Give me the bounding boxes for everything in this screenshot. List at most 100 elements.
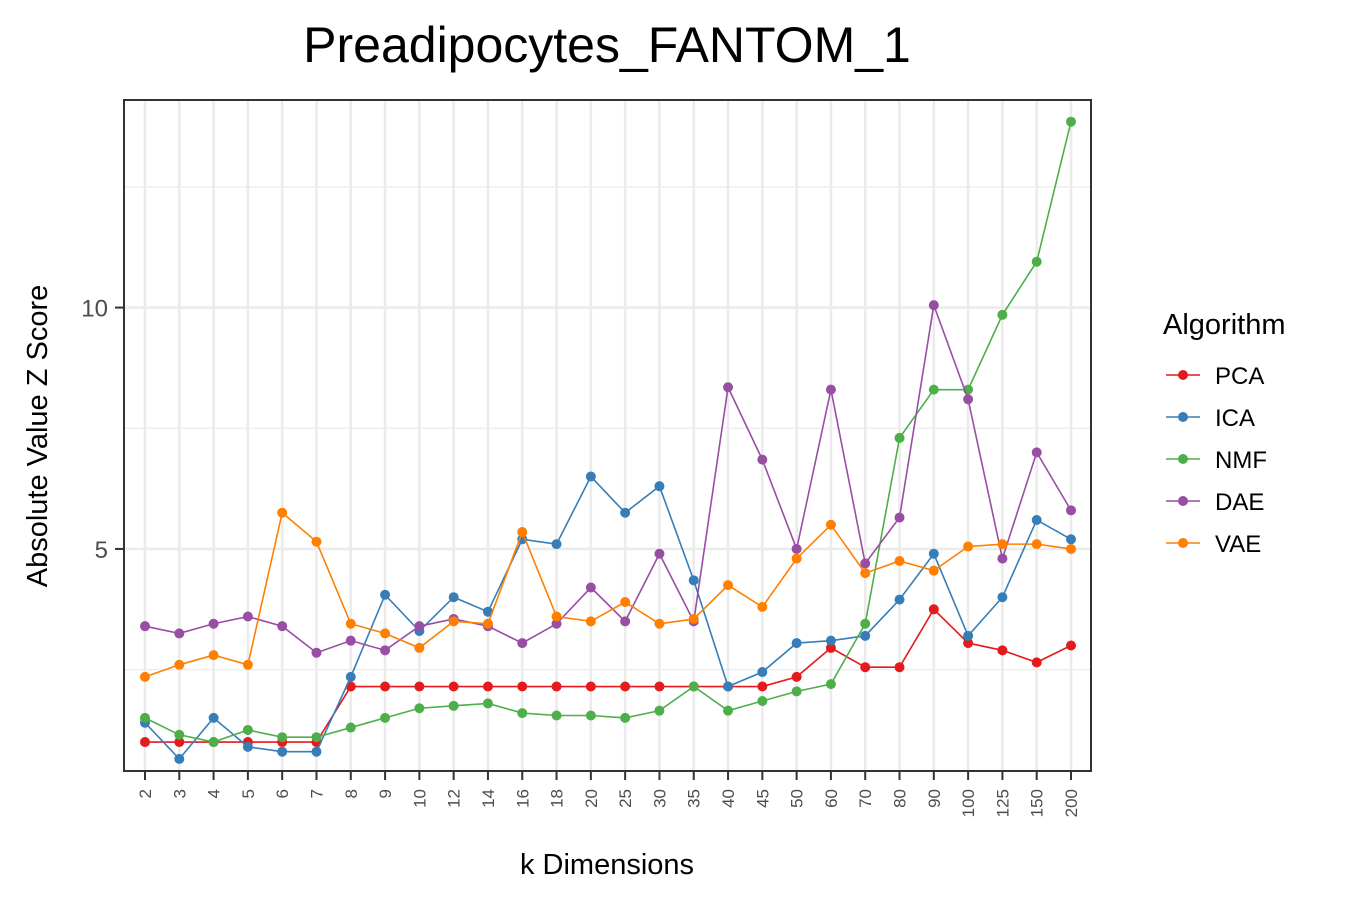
data-point-dae <box>791 543 802 554</box>
x-tick-label: 80 <box>891 789 910 808</box>
data-point-nmf <box>277 732 288 743</box>
data-point-nmf <box>242 724 253 735</box>
data-point-vae <box>208 650 219 661</box>
x-tick-label: 200 <box>1062 789 1081 817</box>
data-point-nmf <box>482 698 493 709</box>
data-point-dae <box>825 384 836 395</box>
data-point-nmf <box>757 696 768 707</box>
data-point-ica <box>997 592 1008 603</box>
data-point-pca <box>380 681 391 692</box>
x-tick-label: 18 <box>548 789 567 808</box>
data-point-dae <box>311 647 322 658</box>
data-point-dae <box>757 454 768 465</box>
data-point-vae <box>585 616 596 627</box>
data-point-dae <box>723 382 734 393</box>
data-point-nmf <box>414 703 425 714</box>
data-point-vae <box>311 536 322 547</box>
data-point-nmf <box>551 710 562 721</box>
data-point-nmf <box>894 432 905 443</box>
data-point-vae <box>345 618 356 629</box>
data-point-nmf <box>208 737 219 748</box>
legend-marker <box>1178 496 1188 506</box>
legend: Algorithm PCA ICA NMF DAE VAE <box>1163 309 1286 558</box>
data-point-dae <box>1066 505 1076 516</box>
data-point-pca <box>997 645 1008 656</box>
x-tick-label: 100 <box>959 789 978 817</box>
data-point-pca <box>928 604 939 615</box>
data-point-pca <box>140 737 150 748</box>
data-point-vae <box>620 597 631 608</box>
data-point-nmf <box>585 710 596 721</box>
series-ica <box>140 471 1076 764</box>
data-point-dae <box>997 553 1008 564</box>
legend-item-nmf: NMF <box>1166 447 1267 474</box>
x-tick-label: 90 <box>925 789 944 808</box>
series-line-pca <box>145 607 1072 743</box>
data-point-dae <box>414 621 425 632</box>
plot-background <box>124 100 1091 771</box>
data-point-pca <box>963 638 974 649</box>
data-point-ica <box>380 589 391 600</box>
legend-label: ICA <box>1215 405 1255 432</box>
x-tick-label: 10 <box>410 789 429 808</box>
data-point-ica <box>928 548 939 559</box>
data-point-dae <box>551 618 562 629</box>
legend-marker <box>1178 412 1188 422</box>
data-point-dae <box>242 611 253 622</box>
x-tick-label: 16 <box>513 789 532 808</box>
data-point-vae <box>1031 539 1042 550</box>
data-point-pca <box>620 681 631 692</box>
data-point-dae <box>620 616 631 627</box>
series-line-ica <box>144 475 1072 761</box>
data-point-vae <box>414 642 425 653</box>
data-point-dae <box>1031 447 1042 458</box>
legend-item-pca: PCA <box>1166 363 1264 390</box>
data-point-nmf <box>448 700 459 711</box>
data-point-ica <box>860 630 871 641</box>
data-point-ica <box>448 592 459 603</box>
data-point-ica <box>585 471 596 482</box>
y-tick-label: 5 <box>95 537 108 564</box>
data-point-vae <box>894 556 905 567</box>
data-point-ica <box>757 667 768 678</box>
legend-label: NMF <box>1215 447 1267 474</box>
data-point-nmf <box>174 729 185 740</box>
data-point-vae <box>723 580 734 591</box>
data-point-dae <box>928 300 939 311</box>
data-point-vae <box>860 568 871 579</box>
data-point-dae <box>208 618 219 629</box>
data-point-pca <box>791 671 802 682</box>
data-point-dae <box>654 548 665 559</box>
x-tick-label: 2 <box>136 789 155 798</box>
data-point-ica <box>723 681 734 692</box>
data-point-ica <box>688 575 699 586</box>
x-tick-label: 35 <box>685 789 704 808</box>
legend-label: VAE <box>1215 531 1261 558</box>
series-line-dae <box>144 301 1072 654</box>
data-point-vae <box>140 671 150 682</box>
data-point-pca <box>654 681 665 692</box>
data-point-nmf <box>1031 256 1042 267</box>
x-tick-label: 14 <box>479 789 498 808</box>
data-point-vae <box>791 553 802 564</box>
data-point-nmf <box>860 618 871 629</box>
x-tick-label: 25 <box>616 789 635 808</box>
data-point-dae <box>277 621 288 632</box>
data-point-pca <box>482 681 493 692</box>
legend-label: DAE <box>1215 489 1264 516</box>
data-point-ica <box>242 741 253 752</box>
legend-marker <box>1178 538 1188 548</box>
data-point-dae <box>380 645 391 656</box>
data-point-pca <box>517 681 528 692</box>
data-point-vae <box>825 519 836 530</box>
plot-panel <box>123 99 1092 772</box>
data-point-ica <box>791 638 802 649</box>
data-point-nmf <box>620 712 631 723</box>
data-point-dae <box>140 621 150 632</box>
x-tick-label: 45 <box>753 789 772 808</box>
data-point-ica <box>825 635 836 646</box>
series-line-vae <box>144 511 1072 678</box>
x-tick-label: 70 <box>856 789 875 808</box>
data-point-vae <box>482 618 493 629</box>
